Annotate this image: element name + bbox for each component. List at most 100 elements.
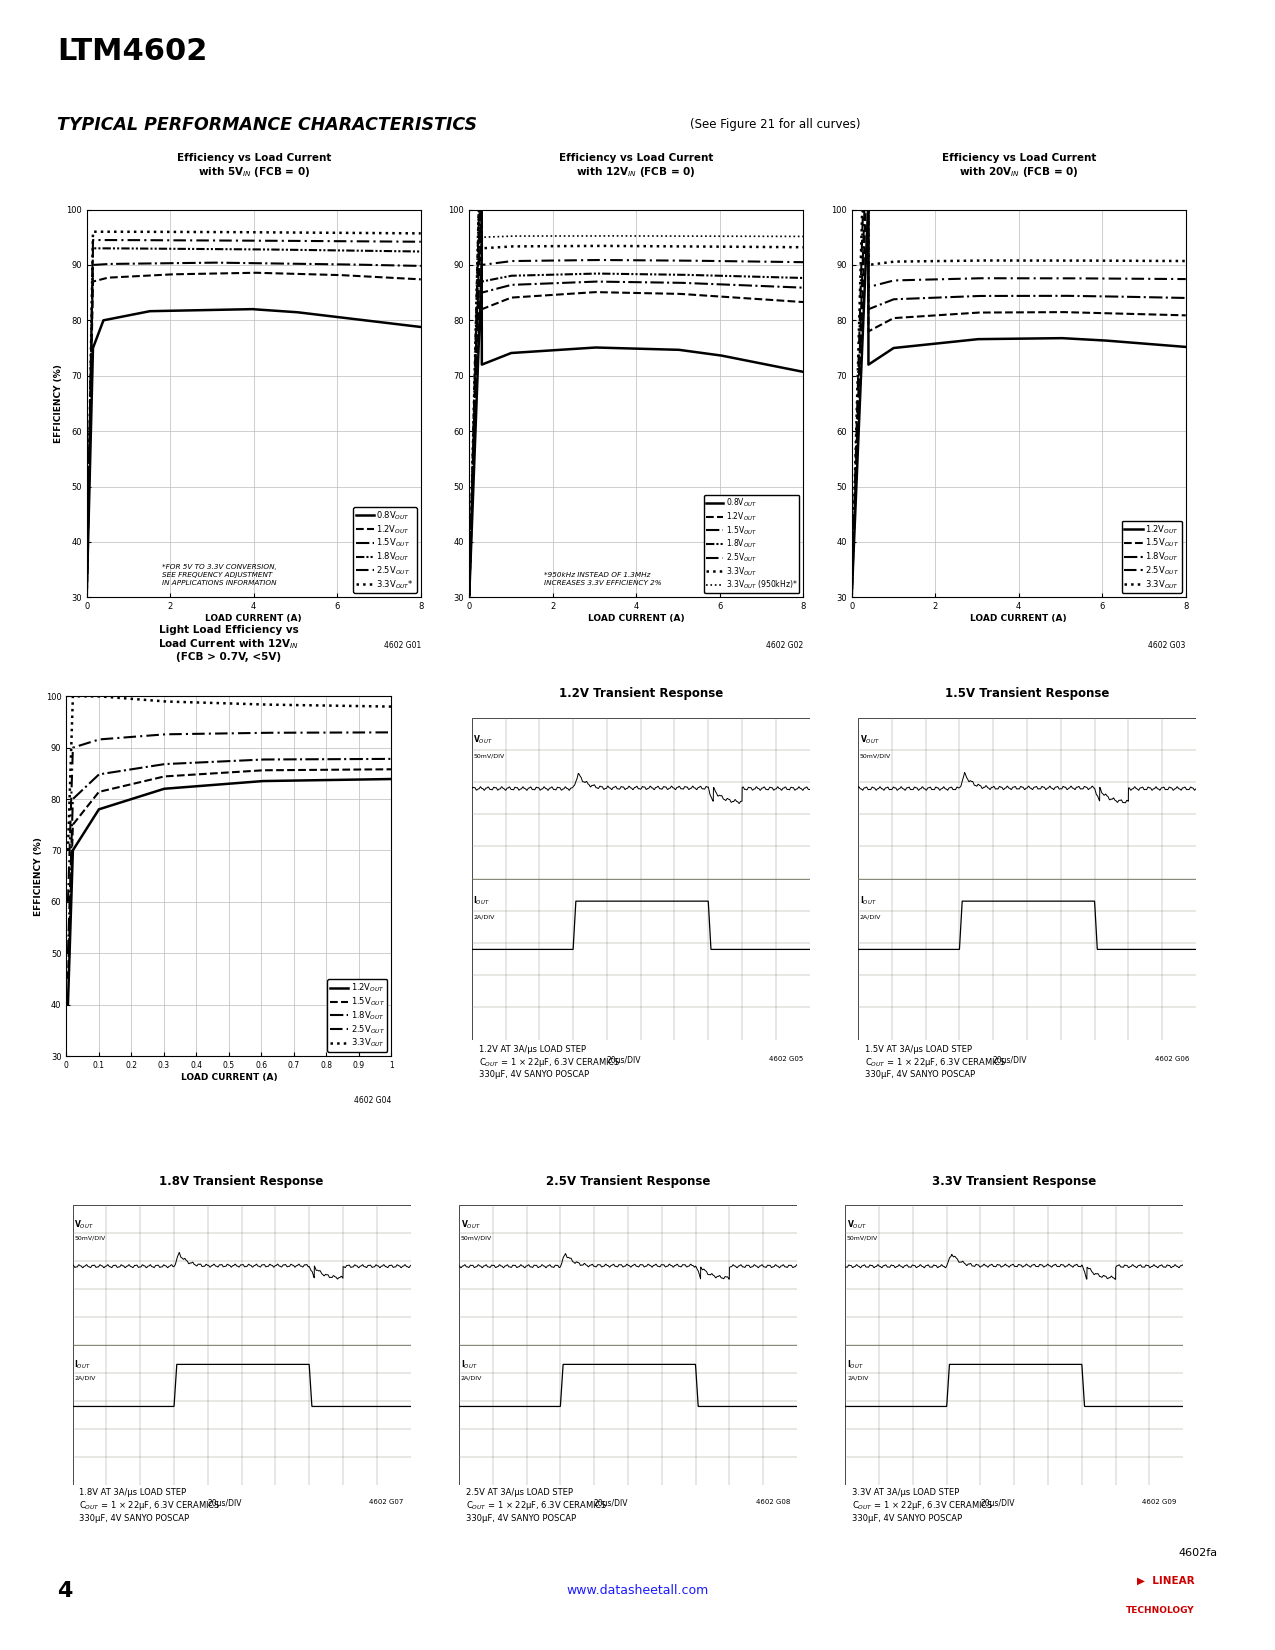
1.2V$_{OUT}$ [882, 340, 898, 360]
1.2V$_{OUT}$ [413, 269, 428, 289]
1.5V$_{OUT}$ [199, 764, 214, 784]
Legend: 1.2V$_{OUT}$, 1.5V$_{OUT}$, 1.8V$_{OUT}$, 2.5V$_{OUT}$, 3.3V$_{OUT}$: 1.2V$_{OUT}$, 1.5V$_{OUT}$, 1.8V$_{OUT}$… [1122, 521, 1182, 592]
Line: 0.8V$_{OUT}$: 0.8V$_{OUT}$ [469, 266, 803, 596]
Text: V$_{OUT}$: V$_{OUT}$ [460, 1218, 481, 1231]
3.3V$_{OUT}$* [413, 223, 428, 243]
Line: 2.5V$_{OUT}$: 2.5V$_{OUT}$ [87, 239, 421, 596]
1.5V$_{OUT}$ [604, 272, 620, 292]
2.5V$_{OUT}$ [1178, 269, 1193, 289]
Line: 1.5V$_{OUT}$: 1.5V$_{OUT}$ [68, 769, 391, 978]
Text: V$_{OUT}$: V$_{OUT}$ [473, 734, 493, 746]
Line: 1.8V$_{OUT}$: 1.8V$_{OUT}$ [469, 210, 803, 596]
2.5V$_{OUT}$ [604, 251, 620, 271]
3.3V$_{OUT}$ [987, 251, 1002, 271]
1.8V$_{OUT}$ [199, 752, 214, 772]
Text: 4602 G03: 4602 G03 [1149, 640, 1186, 650]
1.8V$_{OUT}$ [789, 267, 805, 287]
1.8V$_{OUT}$ [343, 749, 358, 769]
0.8V$_{OUT}$ [413, 317, 428, 337]
1.8V$_{OUT}$ [377, 749, 393, 769]
0.8V$_{OUT}$ [604, 338, 620, 358]
3.3V$_{OUT}$* [222, 223, 237, 243]
2.5V$_{OUT}$ [138, 231, 153, 251]
Text: 4: 4 [57, 1581, 73, 1600]
1.5V$_{OUT}$ [407, 256, 422, 276]
Text: 50mV/DIV: 50mV/DIV [460, 1236, 492, 1241]
1.8V$_{OUT}$ [79, 586, 94, 606]
0.8V$_{OUT}$ [462, 586, 477, 606]
2.5V$_{OUT}$ [882, 272, 898, 292]
1.5V$_{OUT}$ [590, 272, 606, 292]
Line: 2.5V$_{OUT}$: 2.5V$_{OUT}$ [852, 210, 1186, 596]
3.3V$_{OUT}$ (950kHz)* [520, 226, 536, 246]
Line: 3.3V$_{OUT}$: 3.3V$_{OUT}$ [852, 210, 1186, 596]
2.5V$_{OUT}$ [590, 251, 606, 271]
3.3V$_{OUT}$ [384, 696, 399, 716]
Line: 3.3V$_{OUT}$ (950kHz)*: 3.3V$_{OUT}$ (950kHz)* [469, 210, 803, 596]
1.8V$_{OUT}$ [138, 239, 153, 259]
Text: 4602 G06: 4602 G06 [1155, 1056, 1190, 1061]
Text: 50mV/DIV: 50mV/DIV [859, 752, 891, 757]
0.8V$_{OUT}$ [371, 312, 386, 332]
3.3V$_{OUT}$ (950kHz)* [462, 586, 477, 606]
2.5V$_{OUT}$ [520, 251, 536, 271]
1.2V$_{OUT}$ [185, 777, 200, 797]
3.3V$_{OUT}$ [604, 236, 620, 256]
3.3V$_{OUT}$ [520, 236, 536, 256]
Text: 4602fa: 4602fa [1178, 1548, 1218, 1558]
Text: Efficiency vs Load Current
with 5V$_{IN}$ (FCB = 0): Efficiency vs Load Current with 5V$_{IN}… [176, 153, 332, 178]
Line: 2.5V$_{OUT}$: 2.5V$_{OUT}$ [68, 733, 391, 903]
3.3V$_{OUT}$ [116, 688, 131, 708]
Line: 1.2V$_{OUT}$: 1.2V$_{OUT}$ [469, 210, 803, 596]
Text: 3.3V Transient Response: 3.3V Transient Response [932, 1175, 1096, 1188]
2.5V$_{OUT}$ [117, 231, 133, 251]
Text: 4602 G07: 4602 G07 [370, 1498, 404, 1505]
1.8V$_{OUT}$ [116, 761, 131, 780]
1.2V$_{OUT}$ [136, 266, 152, 285]
Text: 50mV/DIV: 50mV/DIV [74, 1236, 106, 1241]
Legend: 0.8V$_{OUT}$, 1.2V$_{OUT}$, 1.5V$_{OUT}$, 1.8V$_{OUT}$, 2.5V$_{OUT}$, 3.3V$_{OUT: 0.8V$_{OUT}$, 1.2V$_{OUT}$, 1.5V$_{OUT}$… [704, 495, 799, 594]
3.3V$_{OUT}$ (950kHz)* [590, 226, 606, 246]
Legend: 1.2V$_{OUT}$, 1.5V$_{OUT}$, 1.8V$_{OUT}$, 2.5V$_{OUT}$, 3.3V$_{OUT}$: 1.2V$_{OUT}$, 1.5V$_{OUT}$, 1.8V$_{OUT}$… [328, 980, 388, 1051]
1.2V$_{OUT}$ [117, 267, 133, 287]
2.5V$_{OUT}$ [343, 723, 358, 743]
2.5V$_{OUT}$ [60, 893, 75, 912]
1.8V$_{OUT}$ [604, 264, 620, 284]
3.3V$_{OUT}$ (950kHz)* [789, 226, 805, 246]
0.8V$_{OUT}$ [117, 307, 133, 327]
3.3V$_{OUT}$ [199, 693, 214, 713]
2.5V$_{OUT}$ [500, 252, 515, 272]
1.8V$_{OUT}$ [1136, 287, 1151, 307]
Line: 1.2V$_{OUT}$: 1.2V$_{OUT}$ [87, 272, 421, 596]
Text: 1.5V Transient Response: 1.5V Transient Response [945, 686, 1109, 700]
Text: I$_{OUT}$: I$_{OUT}$ [460, 1360, 477, 1371]
1.5V$_{OUT}$ [116, 776, 131, 795]
1.8V$_{OUT}$ [413, 241, 428, 261]
Text: 2A/DIV: 2A/DIV [74, 1376, 96, 1381]
1.5V$_{OUT}$ [97, 780, 112, 800]
2.5V$_{OUT}$ [754, 252, 769, 272]
Text: 2A/DIV: 2A/DIV [847, 1376, 868, 1381]
3.3V$_{OUT}$ [590, 236, 606, 256]
Text: 2A/DIV: 2A/DIV [473, 914, 495, 919]
3.3V$_{OUT}$ [854, 200, 870, 219]
X-axis label: LOAD CURRENT (A): LOAD CURRENT (A) [205, 614, 302, 624]
Text: 4602 G04: 4602 G04 [354, 1096, 391, 1106]
3.3V$_{OUT}$* [371, 223, 386, 243]
2.5V$_{OUT}$ [789, 252, 805, 272]
Line: 1.5V$_{OUT}$: 1.5V$_{OUT}$ [469, 210, 803, 596]
1.5V$_{OUT}$ [903, 307, 918, 327]
2.5V$_{OUT}$ [222, 231, 237, 251]
1.2V$_{OUT}$ [462, 586, 477, 606]
Text: V$_{OUT}$: V$_{OUT}$ [859, 734, 880, 746]
X-axis label: LOAD CURRENT (A): LOAD CURRENT (A) [181, 1072, 277, 1082]
Line: 3.3V$_{OUT}$: 3.3V$_{OUT}$ [68, 696, 391, 850]
1.8V$_{OUT}$ [407, 241, 422, 261]
2.5V$_{OUT}$ [97, 729, 112, 749]
0.8V$_{OUT}$ [222, 300, 237, 320]
1.2V$_{OUT}$ [246, 262, 261, 282]
1.5V$_{OUT}$ [754, 276, 769, 295]
0.8V$_{OUT}$ [407, 317, 422, 337]
1.8V$_{OUT}$ [85, 239, 101, 259]
Text: *FOR 5V TO 3.3V CONVERSION,
SEE FREQUENCY ADJUSTMENT
IN APPLICATIONS INFORMATION: *FOR 5V TO 3.3V CONVERSION, SEE FREQUENC… [162, 564, 277, 586]
